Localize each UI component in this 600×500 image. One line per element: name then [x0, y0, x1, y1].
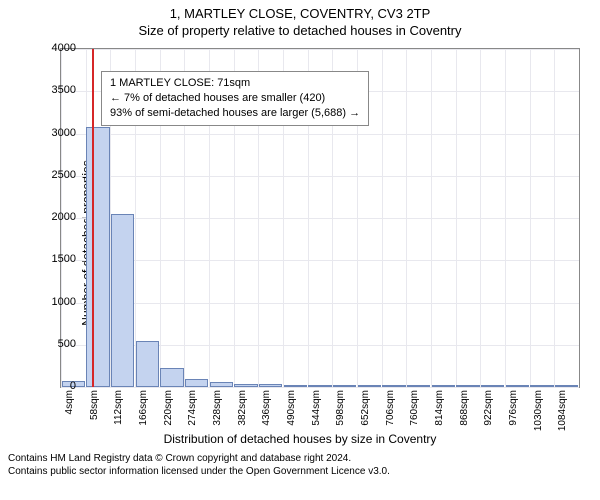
histogram-bar — [284, 385, 307, 387]
x-tick-label: 328sqm — [212, 390, 223, 426]
title-block: 1, MARTLEY CLOSE, COVENTRY, CV3 2TP Size… — [0, 0, 600, 38]
x-tick-label: 868sqm — [459, 390, 470, 426]
x-tick-label: 652sqm — [360, 390, 371, 426]
histogram-bar — [555, 385, 578, 387]
x-tick-label: 436sqm — [261, 390, 272, 426]
gridline-v — [406, 49, 407, 387]
gridline-v — [382, 49, 383, 387]
gridline-v — [530, 49, 531, 387]
y-tick-label: 2000 — [36, 211, 76, 223]
title-line-1: 1, MARTLEY CLOSE, COVENTRY, CV3 2TP — [0, 6, 600, 21]
x-tick-label: 220sqm — [163, 390, 174, 426]
annotation-line: 1 MARTLEY CLOSE: 71sqm — [110, 76, 360, 91]
reference-line — [92, 49, 94, 387]
x-tick-label: 1084sqm — [557, 390, 568, 431]
histogram-bar — [506, 385, 529, 387]
plot-area: 1 MARTLEY CLOSE: 71sqm← 7% of detached h… — [60, 48, 580, 388]
gridline-v — [480, 49, 481, 387]
title-line-2: Size of property relative to detached ho… — [0, 23, 600, 38]
gridline-h — [61, 260, 579, 261]
histogram-bar — [382, 385, 405, 387]
histogram-bar — [234, 384, 257, 387]
histogram-bar — [210, 382, 233, 387]
x-tick-label: 112sqm — [113, 390, 124, 425]
x-tick-label: 598sqm — [335, 390, 346, 426]
gridline-h — [61, 49, 579, 50]
x-tick-label: 814sqm — [434, 390, 445, 426]
histogram-bar — [136, 341, 159, 387]
gridline-h — [61, 303, 579, 304]
annotation-line: 93% of semi-detached houses are larger (… — [110, 106, 360, 121]
x-tick-label: 274sqm — [187, 390, 198, 426]
annotation-box: 1 MARTLEY CLOSE: 71sqm← 7% of detached h… — [101, 71, 369, 126]
histogram-bar — [86, 127, 109, 387]
x-tick-label: 4sqm — [64, 390, 75, 414]
histogram-bar — [259, 384, 282, 387]
histogram-bar — [432, 385, 455, 387]
gridline-v — [505, 49, 506, 387]
histogram-bar — [407, 385, 430, 387]
x-tick-label: 382sqm — [237, 390, 248, 426]
y-tick-label: 2500 — [36, 169, 76, 181]
histogram-bar — [333, 385, 356, 387]
gridline-v — [554, 49, 555, 387]
x-tick-label: 544sqm — [311, 390, 322, 426]
x-tick-label: 976sqm — [508, 390, 519, 426]
histogram-bar — [308, 385, 331, 387]
y-tick-label: 3000 — [36, 127, 76, 139]
gridline-v — [431, 49, 432, 387]
y-tick-label: 4000 — [36, 42, 76, 54]
footer-line-1: Contains HM Land Registry data © Crown c… — [8, 452, 592, 465]
x-tick-label: 166sqm — [138, 390, 149, 426]
histogram-bar — [160, 368, 183, 387]
y-tick-label: 1000 — [36, 296, 76, 308]
chart-area: Number of detached properties 1 MARTLEY … — [0, 38, 600, 448]
histogram-bar — [111, 214, 134, 387]
y-tick-label: 1500 — [36, 253, 76, 265]
footer-line-2: Contains public sector information licen… — [8, 465, 592, 478]
x-tick-label: 706sqm — [385, 390, 396, 426]
x-axis-label: Distribution of detached houses by size … — [0, 432, 600, 446]
gridline-v — [456, 49, 457, 387]
histogram-bar — [456, 385, 479, 387]
histogram-bar — [481, 385, 504, 387]
annotation-line: ← 7% of detached houses are smaller (420… — [110, 91, 360, 106]
histogram-bar — [530, 385, 553, 387]
footer: Contains HM Land Registry data © Crown c… — [0, 448, 600, 478]
x-tick-label: 1030sqm — [533, 390, 544, 431]
x-tick-label: 58sqm — [89, 390, 100, 420]
gridline-h — [61, 218, 579, 219]
x-tick-label: 922sqm — [483, 390, 494, 426]
gridline-h — [61, 134, 579, 135]
y-tick-label: 500 — [36, 338, 76, 350]
gridline-h — [61, 387, 579, 388]
x-tick-label: 490sqm — [286, 390, 297, 426]
y-tick-label: 3500 — [36, 84, 76, 96]
histogram-bar — [185, 379, 208, 387]
histogram-bar — [358, 385, 381, 387]
gridline-h — [61, 176, 579, 177]
x-tick-label: 760sqm — [409, 390, 420, 426]
